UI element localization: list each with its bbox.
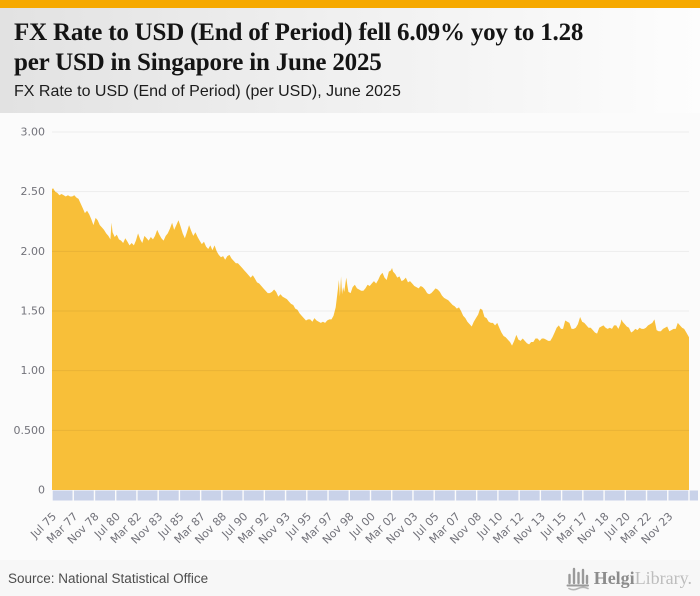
axis-band-segment bbox=[541, 490, 561, 501]
axis-band-segment bbox=[116, 490, 137, 501]
axis-band-segment bbox=[626, 490, 646, 501]
logo-text: HelgiLibrary. bbox=[594, 569, 692, 587]
axis-band-segment bbox=[668, 490, 689, 501]
axis-band-segment bbox=[243, 490, 264, 501]
chart-subtitle: FX Rate to USD (End of Period) (per USD)… bbox=[14, 83, 401, 100]
helgilibrary-logo: HelgiLibrary. bbox=[566, 565, 694, 591]
source-label: Source: National Statistical Office bbox=[8, 570, 209, 586]
axis-band-segment bbox=[456, 490, 476, 501]
axis-band-segment bbox=[286, 490, 307, 501]
header: FX Rate to USD (End of Period) fell 6.09… bbox=[0, 8, 700, 113]
accent-bar bbox=[0, 0, 700, 8]
axis-band-segment bbox=[328, 490, 349, 501]
axis-band-segment bbox=[265, 490, 285, 501]
axis-band-segment bbox=[519, 490, 540, 501]
axis-band-segment bbox=[413, 490, 434, 501]
chart-section: 3.00 2.50 2.00 1.50 1.00 0.500 0 Jul 75 Mar 77 No… bbox=[0, 113, 700, 560]
y-tick-label: 2.00 bbox=[21, 245, 46, 258]
y-tick-label: 3.00 bbox=[21, 126, 46, 139]
axis-band-segment bbox=[137, 490, 158, 501]
axis-band-segment bbox=[477, 490, 498, 501]
helgilibrary-logo-icon bbox=[566, 567, 589, 591]
axis-band-segment bbox=[392, 490, 413, 501]
y-tick-label: 1.00 bbox=[21, 364, 46, 377]
y-tick-label: 0.500 bbox=[14, 424, 46, 437]
axis-band-segment bbox=[371, 490, 392, 501]
axis-band-segment bbox=[498, 490, 519, 501]
axis-band-segment bbox=[434, 490, 455, 501]
axis-band-segment bbox=[647, 490, 668, 501]
y-tick-label: 1.50 bbox=[21, 305, 46, 318]
axis-band-segment bbox=[180, 490, 200, 501]
axis-band-segment bbox=[349, 490, 370, 501]
axis-band-segment bbox=[52, 490, 73, 501]
axis-band-segment bbox=[583, 490, 604, 501]
area-series bbox=[52, 188, 689, 490]
footer: Source: National Statistical Office Helg… bbox=[0, 560, 700, 596]
axis-band-segment bbox=[158, 490, 179, 501]
axis-band-segment bbox=[689, 490, 698, 501]
logo-text-light: Library. bbox=[634, 568, 692, 588]
axis-band-segment bbox=[562, 490, 583, 501]
axis-band-segment bbox=[604, 490, 625, 501]
y-tick-label: 2.50 bbox=[21, 185, 46, 198]
axis-band-segment bbox=[222, 490, 243, 501]
axis-band-segment bbox=[73, 490, 94, 501]
y-tick-label: 0 bbox=[38, 484, 45, 497]
axis-band-segment bbox=[201, 490, 222, 501]
axis-band-segment bbox=[307, 490, 328, 501]
page-title-line1: FX Rate to USD (End of Period) fell 6.09… bbox=[14, 19, 584, 46]
axis-band-segment bbox=[95, 490, 115, 501]
page-title-line2: per USD in Singapore in June 2025 bbox=[14, 48, 382, 76]
page-title: FX Rate to USD (End of Period) fell 6.09… bbox=[14, 18, 684, 77]
logo-text-bold: Helgi bbox=[593, 568, 635, 588]
